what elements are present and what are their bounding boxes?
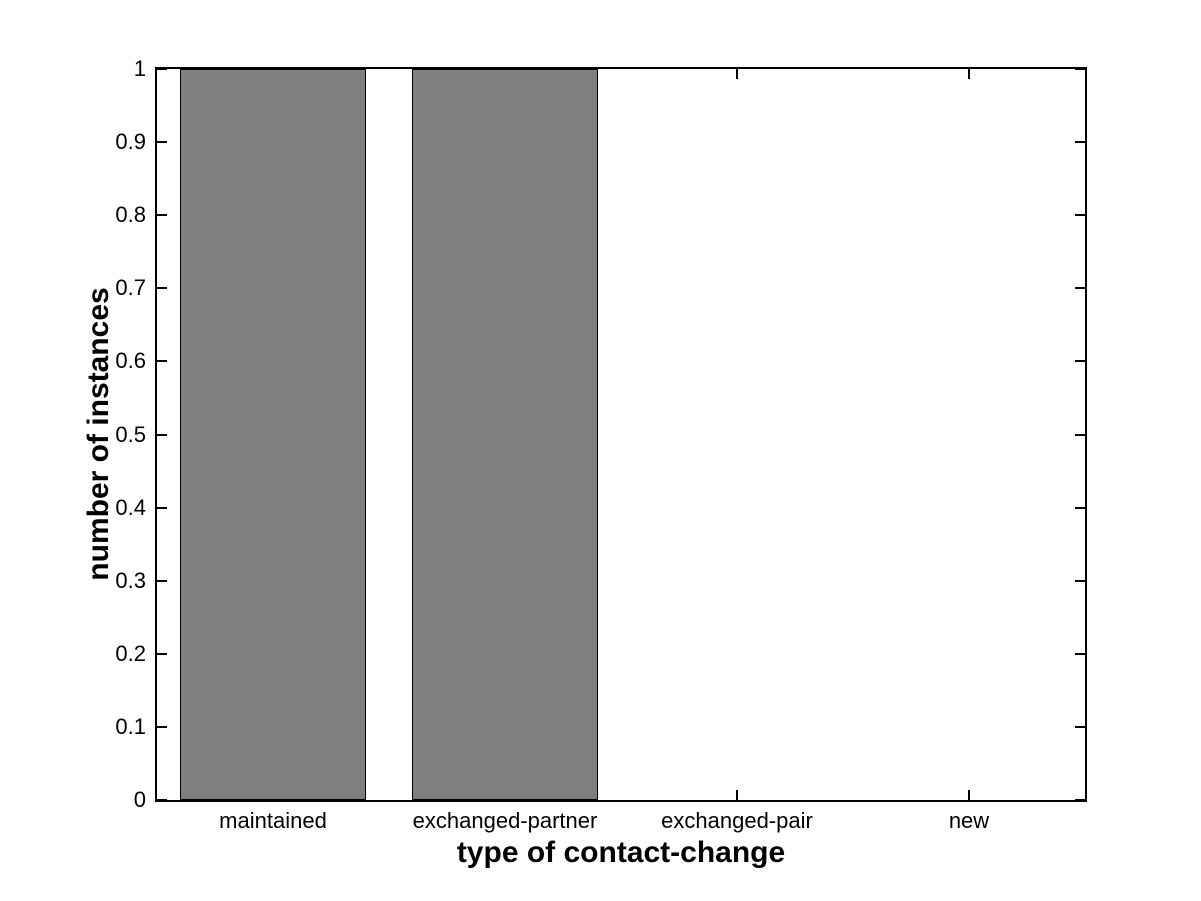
bar-maintained xyxy=(180,69,366,800)
bar-exchanged-partner xyxy=(412,69,598,800)
y-axis-tick-left xyxy=(157,579,167,582)
plot-area xyxy=(155,67,1087,802)
y-axis-tick-left xyxy=(157,214,167,217)
x-tick-label-new: new xyxy=(948,808,990,833)
x-axis-tick-bottom xyxy=(968,790,970,800)
y-tick-label: 0.2 xyxy=(115,640,146,666)
y-axis-tick-right xyxy=(1075,141,1085,144)
y-tick-label: 0.9 xyxy=(115,129,146,155)
y-axis-tick-right xyxy=(1075,287,1085,290)
y-axis-tick-right xyxy=(1075,579,1085,582)
x-tick-label-maintained: maintained xyxy=(219,808,327,833)
y-axis-tick-labels: 0 0.1 0.2 0.3 0.4 0.5 0.6 0.7 0.8 0.9 1 xyxy=(0,57,146,812)
y-axis-tick-right xyxy=(1075,68,1085,70)
y-tick-label: 0.7 xyxy=(115,275,146,301)
x-axis-tick-top xyxy=(968,69,970,79)
y-axis-tick-left xyxy=(157,799,167,801)
y-axis-tick-left xyxy=(157,287,167,290)
x-tick-label-exchanged-pair: exchanged-pair xyxy=(661,808,813,833)
y-axis-tick-right xyxy=(1075,725,1085,728)
y-tick-label: 1 xyxy=(133,56,146,81)
y-axis-tick-right xyxy=(1075,214,1085,217)
y-tick-label: 0.3 xyxy=(115,567,146,593)
y-axis-tick-left xyxy=(157,652,167,655)
x-axis-label: type of contact-change xyxy=(456,836,786,869)
y-axis-tick-right xyxy=(1075,360,1085,363)
y-axis-tick-right xyxy=(1075,799,1085,801)
y-tick-label: 0 xyxy=(133,787,146,812)
y-axis-tick-left xyxy=(157,68,167,70)
y-tick-label: 0.1 xyxy=(115,713,146,739)
y-axis-tick-right xyxy=(1075,506,1085,509)
y-axis-tick-right xyxy=(1075,433,1085,436)
y-axis-tick-left xyxy=(157,360,167,363)
y-tick-label: 0.8 xyxy=(115,202,146,228)
y-tick-label: 0.4 xyxy=(115,494,146,520)
x-tick-label-exchanged-partner: exchanged-partner xyxy=(412,808,598,833)
y-axis-tick-right xyxy=(1075,652,1085,655)
y-axis-tick-left xyxy=(157,141,167,144)
x-axis-tick-top xyxy=(736,69,738,79)
y-tick-label: 0.5 xyxy=(115,421,146,447)
x-axis-tick-labels: maintained exchanged-partner exchanged-pai… xyxy=(157,808,1085,838)
y-axis-tick-left xyxy=(157,725,167,728)
y-tick-label: 0.6 xyxy=(115,348,146,374)
x-axis-tick-bottom xyxy=(736,790,738,800)
y-axis-tick-left xyxy=(157,506,167,509)
y-axis-tick-left xyxy=(157,433,167,436)
